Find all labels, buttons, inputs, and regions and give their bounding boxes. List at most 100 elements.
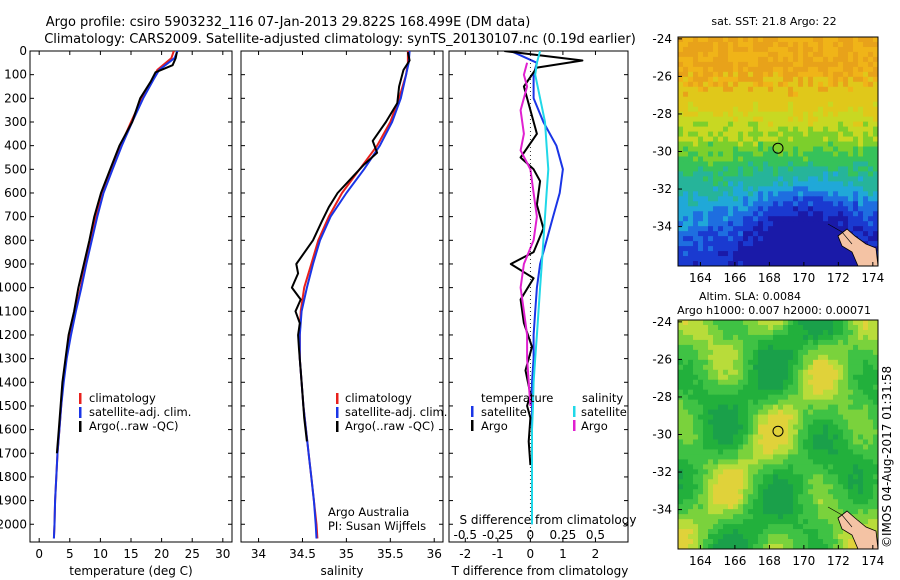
difference-x-label: T difference from climatology — [451, 564, 629, 578]
map-cell — [683, 136, 689, 142]
map-cell — [693, 261, 699, 267]
x-tick-label: 1 — [559, 547, 567, 561]
map-cell — [783, 206, 789, 212]
map-cell — [873, 354, 879, 361]
map-cell — [818, 86, 824, 93]
map-cell — [843, 251, 849, 257]
map-cell — [743, 519, 749, 525]
map-cell — [713, 171, 719, 177]
map-cell — [758, 399, 764, 406]
map-cell — [768, 251, 774, 257]
map-cell — [678, 459, 684, 465]
map-cell — [743, 161, 749, 167]
map-cell — [873, 449, 879, 455]
map-cell — [793, 101, 799, 108]
map-cell — [788, 344, 794, 351]
map-cell — [788, 409, 794, 415]
map-cell — [808, 251, 814, 257]
map-cell — [818, 41, 824, 48]
map-cell — [703, 444, 709, 450]
map-cell — [688, 116, 694, 123]
map-cell — [838, 320, 844, 326]
map-cell — [833, 256, 839, 262]
map-cell — [868, 156, 874, 162]
x-tick-label: 34.5 — [289, 547, 316, 561]
map-cell — [763, 156, 769, 162]
map-cell — [858, 201, 864, 207]
map-cell — [703, 389, 709, 396]
map-cell — [763, 121, 769, 128]
map-cell — [788, 246, 794, 252]
map-cell — [738, 231, 744, 237]
map-cell — [733, 211, 739, 217]
map-cell — [753, 369, 759, 376]
map-cell — [818, 444, 824, 450]
map-cell — [748, 136, 754, 142]
map-cell — [688, 226, 694, 232]
depth-tick-label: 2000 — [0, 517, 27, 531]
map-cell — [768, 514, 774, 520]
map-cell — [833, 136, 839, 142]
map-cell — [773, 449, 779, 455]
map-cell — [708, 359, 714, 366]
map-cell — [768, 544, 774, 550]
map-cell — [853, 514, 859, 520]
map-cell — [858, 41, 864, 48]
map-cell — [703, 91, 709, 98]
map-cell — [868, 201, 874, 207]
map-cell — [773, 121, 779, 128]
map-cell — [708, 246, 714, 252]
map-cell — [713, 389, 719, 396]
map-cell — [823, 186, 829, 192]
map-cell — [818, 499, 824, 505]
map-cell — [683, 76, 689, 83]
map-cell — [748, 379, 754, 386]
map-cell — [838, 251, 844, 257]
map-cell — [753, 76, 759, 83]
map-cell — [828, 414, 834, 420]
map-cell — [718, 444, 724, 450]
map-cell — [818, 354, 824, 361]
map-cell — [708, 324, 714, 331]
map-cell — [723, 464, 729, 470]
map-cell — [868, 414, 874, 420]
map-cell — [733, 201, 739, 207]
map-cell — [843, 176, 849, 182]
map-cell — [873, 524, 879, 530]
map-cell — [833, 121, 839, 128]
map-cell — [688, 379, 694, 386]
map-cell — [833, 46, 839, 53]
map-cell — [743, 136, 749, 142]
map-cell — [703, 96, 709, 103]
map-cell — [768, 519, 774, 525]
map-cell — [723, 484, 729, 490]
map-cell — [868, 399, 874, 406]
map-cell — [863, 101, 869, 108]
map-cell — [713, 474, 719, 480]
map-cell — [773, 66, 779, 73]
map-cell — [738, 126, 744, 132]
map-cell — [683, 349, 689, 356]
map-cell — [733, 404, 739, 411]
map-cell — [778, 444, 784, 450]
map-cell — [688, 320, 694, 326]
map-cell — [788, 419, 794, 425]
map-cell — [718, 459, 724, 465]
map-cell — [678, 121, 684, 128]
map-cell — [853, 509, 859, 515]
map-cell — [823, 514, 829, 520]
map-cell — [743, 37, 749, 43]
map-cell — [678, 71, 684, 78]
map-cell — [868, 136, 874, 142]
map-cell — [723, 439, 729, 445]
map-cell — [693, 221, 699, 227]
map-cell — [688, 529, 694, 535]
map-cell — [833, 56, 839, 63]
map-cell — [798, 76, 804, 83]
map-cell — [723, 37, 729, 43]
map-cell — [803, 171, 809, 177]
map-cell — [873, 166, 879, 172]
map-cell — [718, 136, 724, 142]
map-cell — [728, 534, 734, 540]
map-cell — [743, 474, 749, 480]
